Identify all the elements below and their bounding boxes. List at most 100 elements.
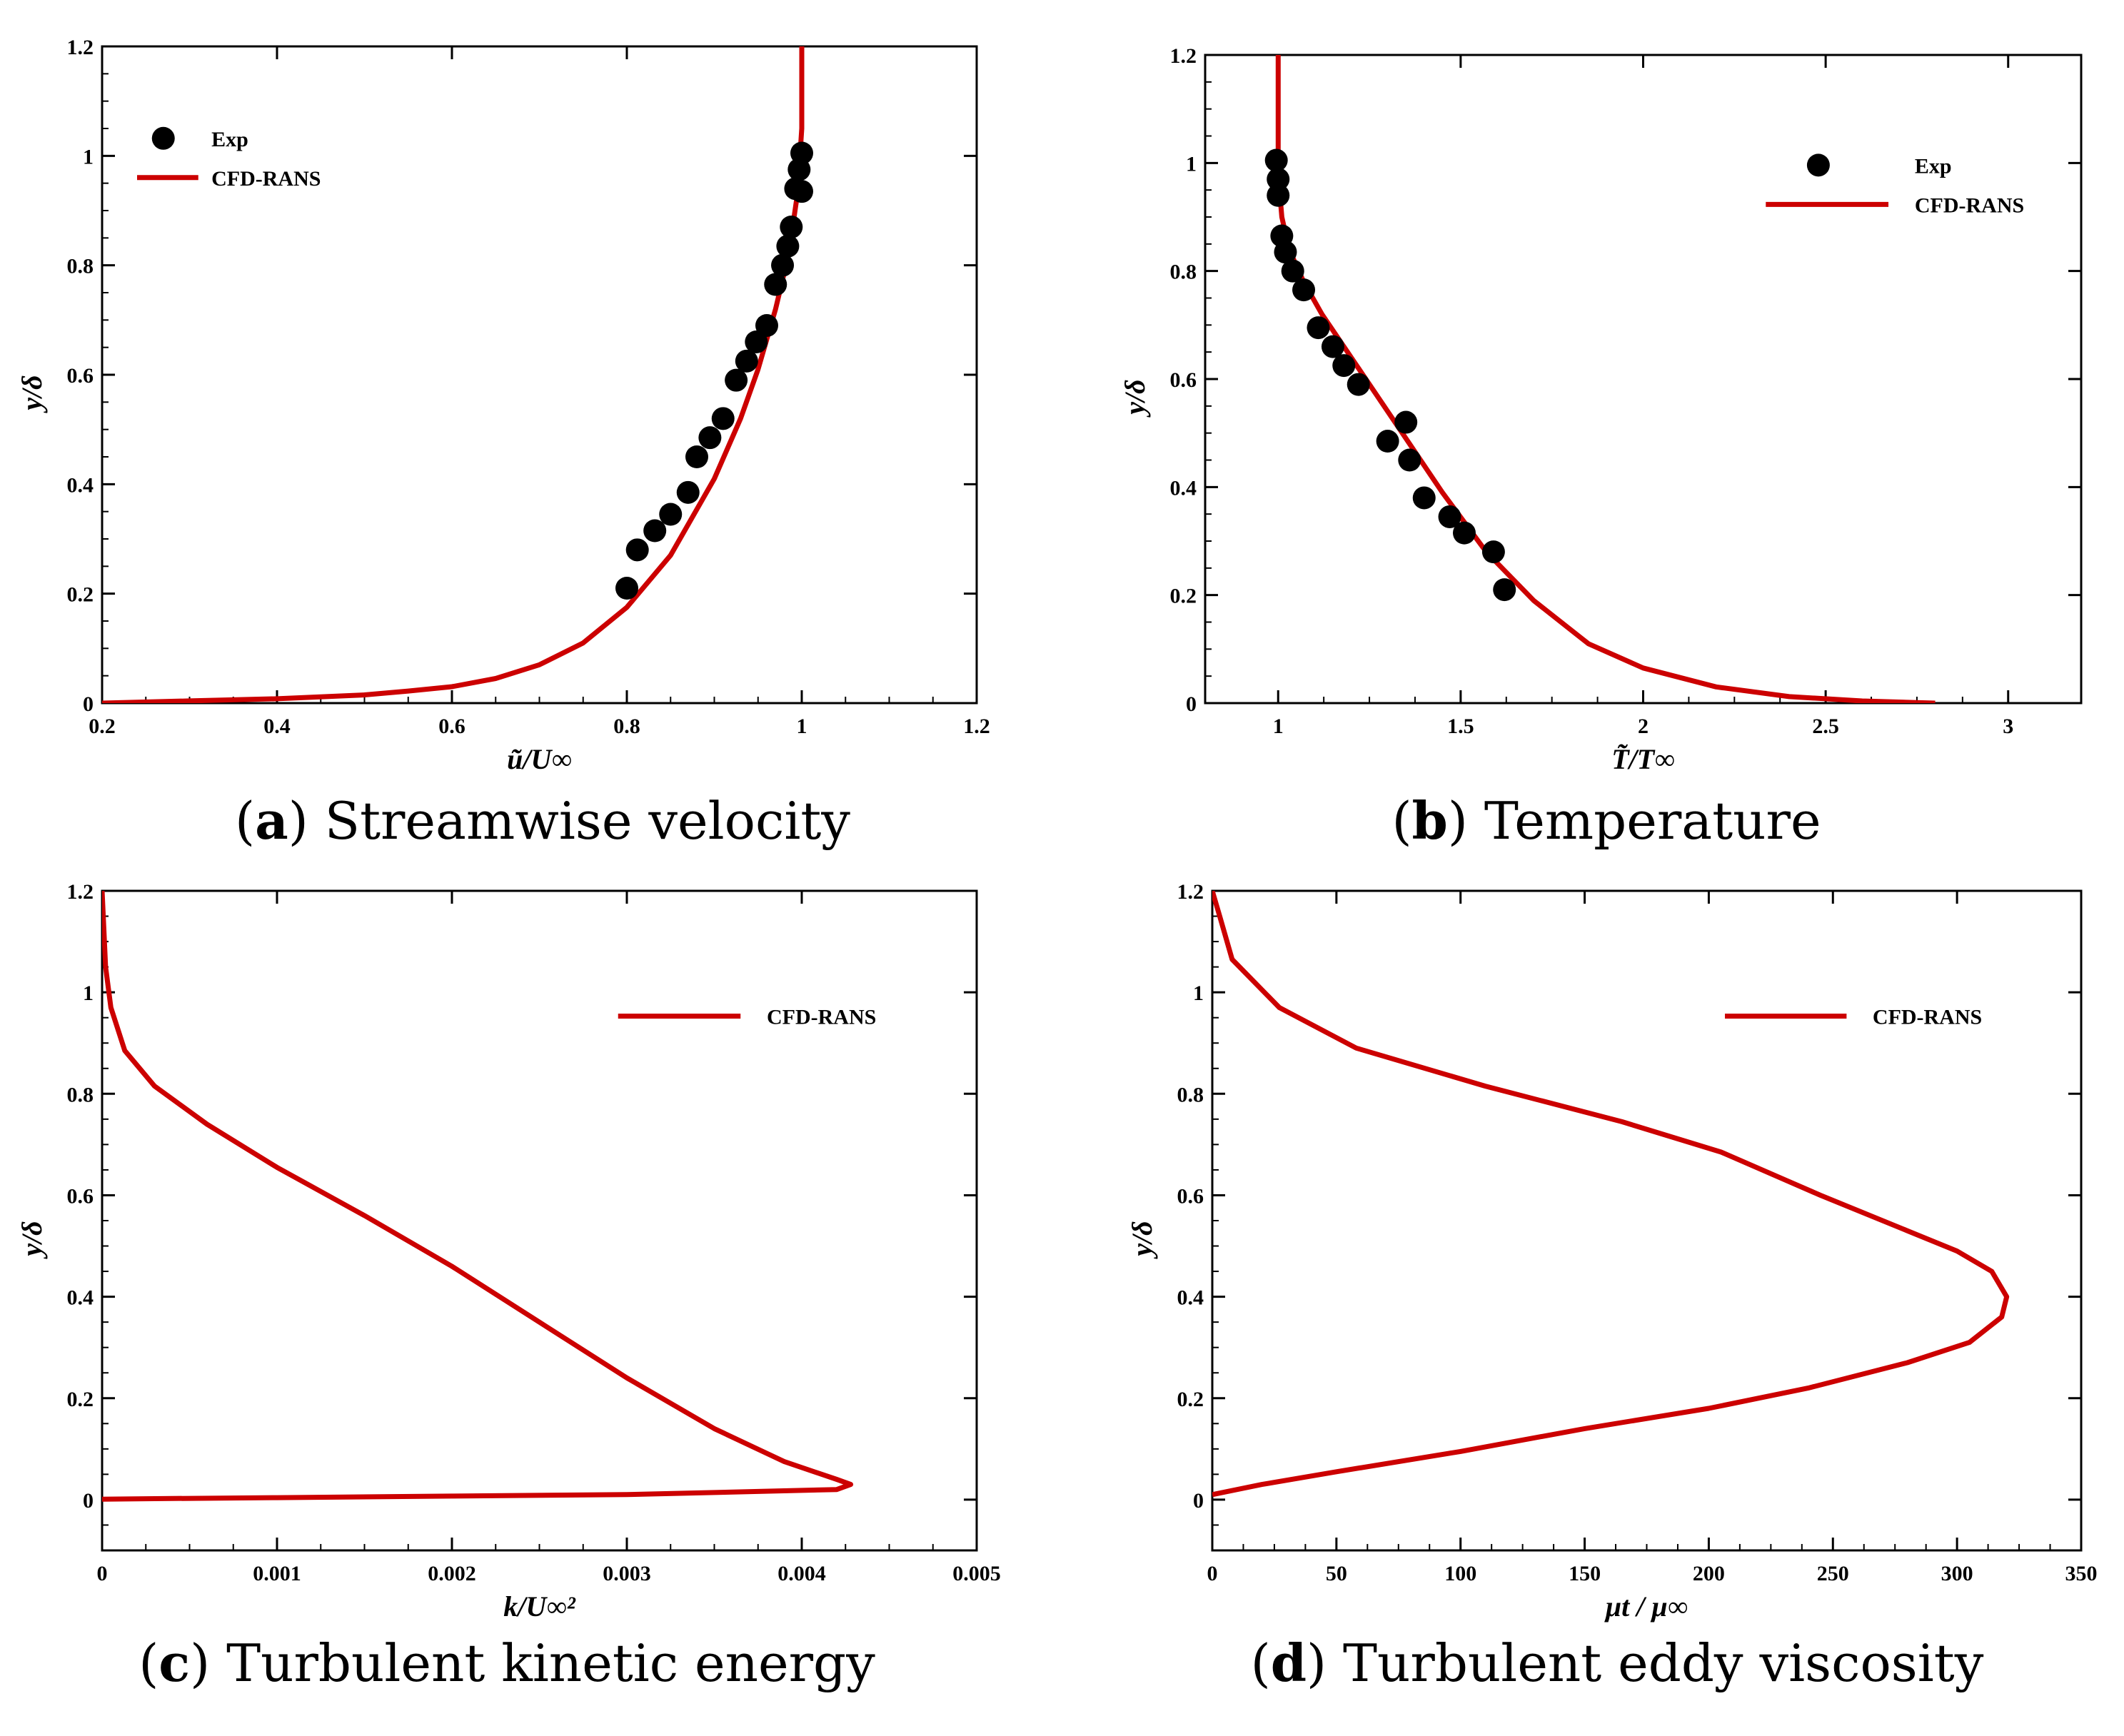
cfd-rans-line	[102, 46, 805, 703]
exp-data-point	[1267, 168, 1290, 191]
x-axis-label: μt / μ∞	[1604, 1590, 1688, 1623]
y-tick-label: 0.6	[1177, 1184, 1204, 1208]
plot-frame	[1204, 54, 2083, 705]
exp-data-point	[676, 480, 700, 504]
panel-b-chart: (b) Temperature 1 1.5 2 2.5 3 0 0.2 0.4 0.6 0.8 1 1…	[1119, 44, 2083, 851]
exp-data-point	[764, 273, 787, 296]
legend-line-label: CFD-RANS	[211, 167, 321, 191]
x-tick-label: 2	[1638, 715, 1649, 738]
exp-data-point	[755, 314, 778, 337]
exp-data-point	[659, 503, 683, 526]
y-tick-label: 1	[83, 145, 94, 168]
x-tick-label: 0.4	[263, 715, 291, 738]
x-tick-label: 0.003	[603, 1562, 651, 1585]
exp-data-point	[1398, 448, 1421, 472]
exp-data-point	[1481, 540, 1505, 564]
y-tick-label: 1.2	[1170, 44, 1197, 68]
y-tick-label: 1	[1186, 152, 1197, 176]
x-tick-label: 0.2	[89, 715, 116, 738]
y-axis-label: y/δ	[16, 375, 48, 413]
exp-data-point	[1264, 148, 1288, 172]
x-tick-label: 150	[1569, 1562, 1601, 1585]
y-tick-label: 1.2	[67, 880, 94, 904]
legend-line-label: CFD-RANS	[1915, 193, 2024, 217]
y-tick-label: 0.4	[67, 473, 94, 497]
cfd-rans-line	[1212, 891, 2010, 1498]
x-axis-label: T̃/T∞	[1611, 743, 1675, 775]
cfd-rans-line	[1275, 55, 1936, 703]
x-tick-label: 200	[1693, 1562, 1725, 1585]
plot-frame	[101, 889, 978, 1552]
y-tick-label: 1.2	[1177, 880, 1204, 904]
exp-data-point	[1307, 316, 1330, 340]
y-tick-label: 0.2	[1177, 1388, 1204, 1411]
exp-data-point	[1347, 373, 1370, 396]
exp-data-point	[1267, 183, 1290, 207]
x-tick-label: 0	[1207, 1562, 1218, 1585]
exp-data-point	[1438, 505, 1461, 528]
exp-data-point	[1376, 430, 1399, 453]
exp-data-point	[685, 445, 708, 468]
y-tick-label: 0.8	[1170, 261, 1197, 284]
y-axis-label: y/δ	[1126, 1221, 1158, 1258]
x-tick-label: 300	[1941, 1562, 1973, 1585]
x-tick-label: 0.005	[952, 1562, 1001, 1585]
cfd-rans-line	[102, 891, 854, 1502]
exp-data-point	[711, 407, 735, 430]
exp-data-point	[1412, 486, 1436, 510]
exp-data-point	[1452, 521, 1476, 545]
x-tick-label: 100	[1444, 1562, 1476, 1585]
y-tick-label: 0.8	[67, 1083, 94, 1106]
exp-data-point	[1332, 354, 1356, 378]
y-tick-label: 0.8	[1177, 1083, 1204, 1106]
x-axis-label: k/U∞²	[503, 1590, 576, 1623]
exp-data-point	[643, 519, 667, 542]
exp-data-point	[745, 330, 768, 353]
x-tick-label: 1.2	[963, 715, 990, 738]
panel-c-chart: (c) Turbulent kinetic energy 0 0.001 0.002…	[16, 880, 1001, 1693]
caption-a: (a) Streamwise velocity	[235, 790, 850, 851]
exp-data-point	[725, 368, 748, 392]
exp-data-point	[1394, 410, 1418, 434]
y-tick-label: 0	[83, 692, 94, 716]
y-tick-label: 0.2	[67, 1388, 94, 1411]
caption-b: (b) Temperature	[1391, 790, 1821, 851]
exp-data-point	[780, 216, 803, 238]
panel-a-chart: (a) Streamwise velocity 0.2 0.4 0.6 0.8 1 1.2…	[16, 36, 990, 851]
legend-exp-marker	[151, 126, 175, 150]
y-tick-label: 0	[1186, 692, 1197, 716]
y-tick-label: 0.4	[1177, 1286, 1204, 1310]
exp-data-point	[790, 180, 813, 203]
x-tick-label: 0.001	[253, 1562, 301, 1585]
exp-data-point	[1281, 259, 1304, 283]
y-tick-label: 0.4	[67, 1286, 94, 1310]
y-tick-label: 0.4	[1170, 476, 1197, 500]
legend-exp-label: Exp	[1915, 154, 1952, 178]
y-tick-label: 1.2	[67, 36, 94, 59]
x-tick-label: 250	[1817, 1562, 1849, 1585]
exp-data-point	[1292, 278, 1316, 302]
exp-data-point	[1493, 578, 1516, 602]
caption-c: (c) Turbulent kinetic energy	[139, 1632, 875, 1693]
caption-d: (d) Turbulent eddy viscosity	[1251, 1632, 1984, 1693]
exp-data-point	[698, 426, 722, 450]
legend-exp-label: Exp	[211, 128, 248, 151]
exp-data-point	[735, 349, 758, 373]
x-tick-label: 50	[1326, 1562, 1347, 1585]
y-tick-label: 0.6	[1170, 368, 1197, 392]
y-tick-label: 0.8	[67, 255, 94, 278]
y-axis-label: y/δ	[1119, 379, 1151, 417]
x-axis-label: ũ/U∞	[507, 743, 572, 775]
x-tick-label: 2.5	[1812, 715, 1839, 738]
y-tick-label: 1	[83, 981, 94, 1005]
x-tick-label: 0.002	[428, 1562, 476, 1585]
y-axis-label: y/δ	[16, 1221, 48, 1258]
x-tick-label: 350	[2065, 1562, 2098, 1585]
plot-frame	[1211, 889, 2083, 1552]
y-tick-label: 0.2	[1170, 585, 1197, 608]
exp-data-point	[776, 234, 800, 258]
exp-data-point	[625, 538, 649, 562]
x-tick-label: 1.5	[1447, 715, 1474, 738]
y-tick-label: 0.2	[67, 583, 94, 607]
